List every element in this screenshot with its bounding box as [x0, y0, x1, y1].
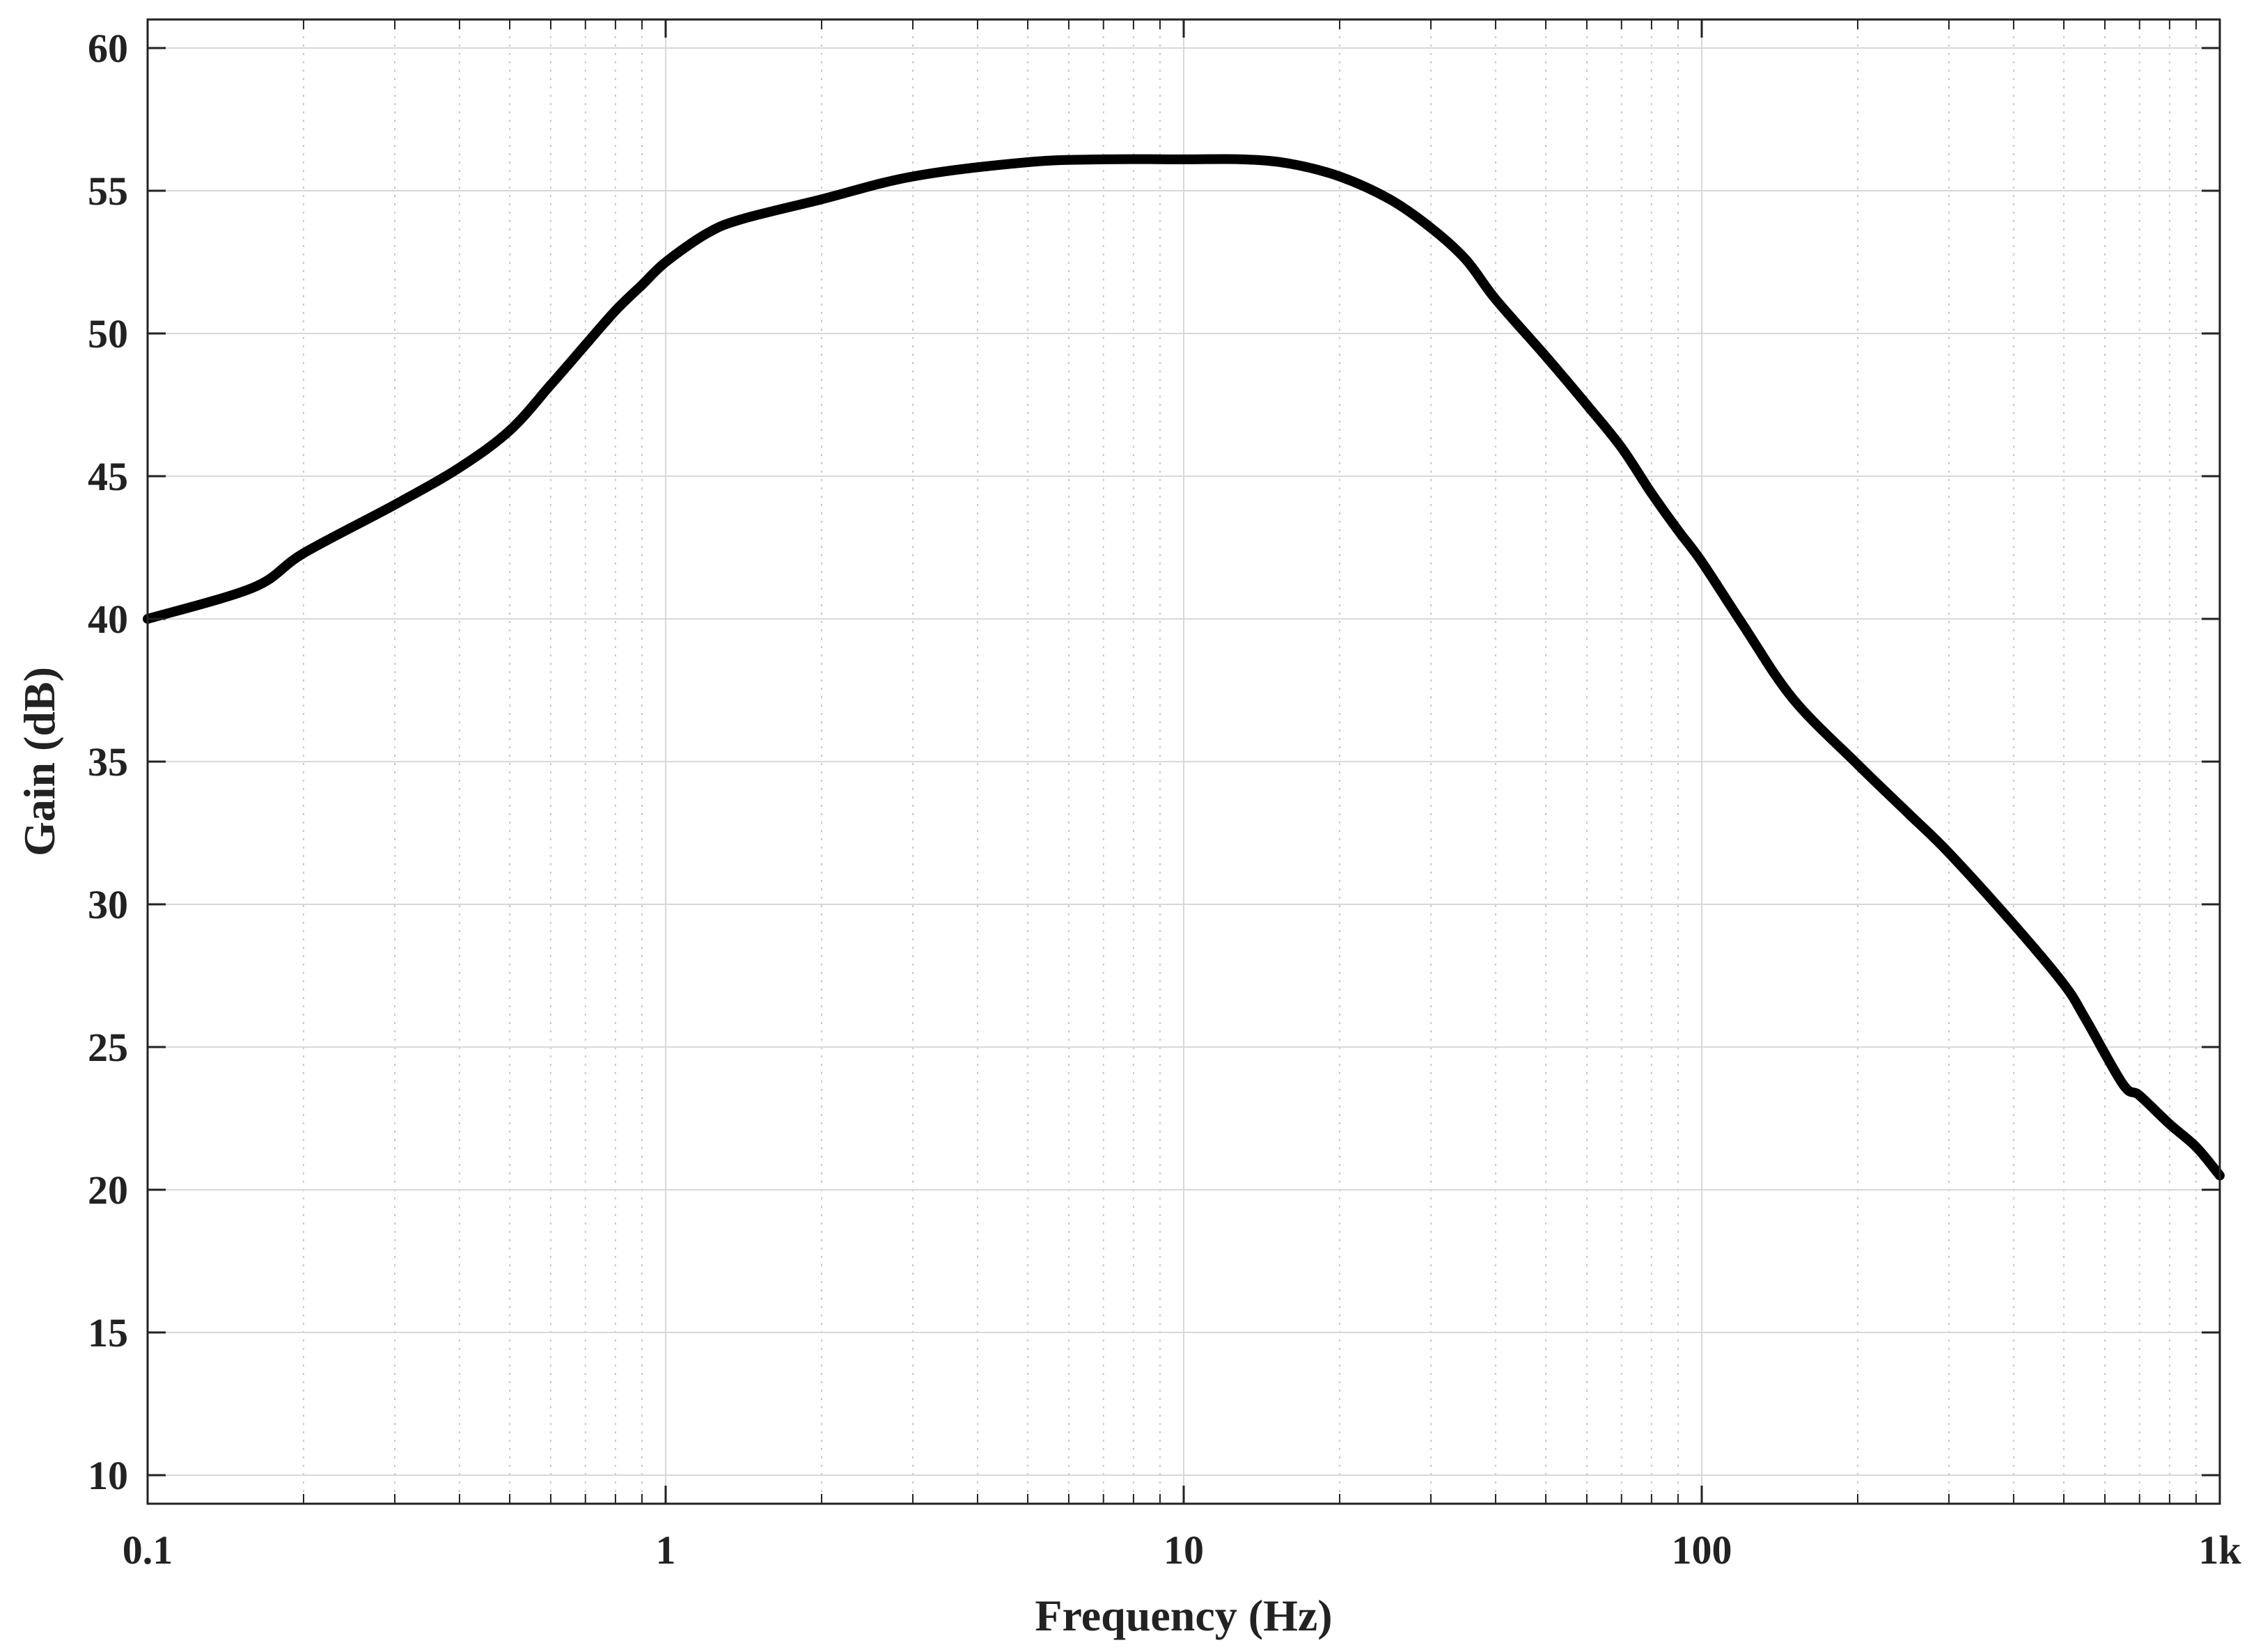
y-tick-label: 45: [88, 454, 128, 499]
y-tick-label: 35: [88, 739, 128, 785]
x-axis-title: Frequency (Hz): [1035, 1591, 1332, 1640]
minor-grid: [302, 19, 2197, 1504]
axis-ticks: [146, 19, 2221, 1504]
major-grid: [147, 19, 2220, 1504]
y-tick-label: 60: [88, 26, 128, 71]
x-tick-label: 10: [1164, 1527, 1204, 1573]
x-tick-label: 1k: [2198, 1527, 2241, 1573]
x-tick-label: 1: [656, 1527, 676, 1573]
x-tick-labels: 0.1 1 10 100 1k: [123, 1527, 2242, 1573]
y-tick-labels: 10 15 20 25 30 35 40 45 50 55 60: [88, 26, 128, 1498]
y-axis-title: Gain (dB): [15, 667, 64, 856]
y-tick-label: 50: [88, 311, 128, 356]
y-tick-label: 15: [88, 1310, 128, 1355]
gain-curve-line: [143, 154, 2225, 1181]
y-tick-label: 40: [88, 597, 128, 642]
y-tick-label: 20: [88, 1167, 128, 1213]
x-tick-label: 0.1: [123, 1527, 173, 1573]
gain-series: [143, 154, 2225, 1181]
y-tick-label: 30: [88, 882, 128, 927]
y-tick-label: 55: [88, 168, 128, 214]
x-tick-label: 100: [1672, 1527, 1732, 1573]
y-tick-label: 10: [88, 1453, 128, 1498]
y-tick-label: 25: [88, 1025, 128, 1070]
